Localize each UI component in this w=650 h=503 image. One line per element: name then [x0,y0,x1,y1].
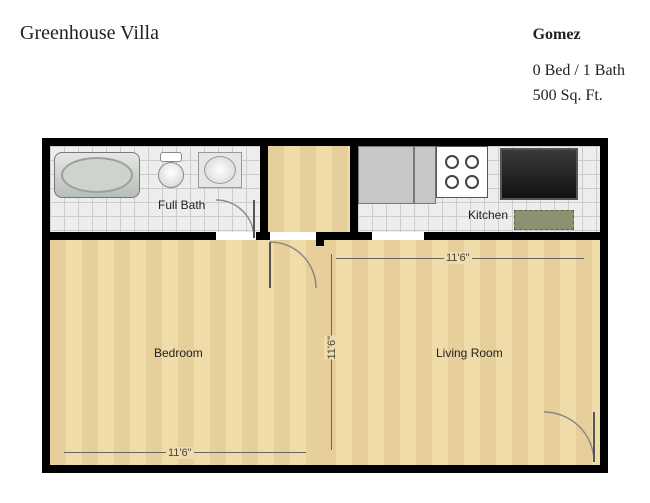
appliance-icon [500,148,578,200]
kitchen-counter-mid [414,146,436,204]
sink-icon [198,152,242,188]
door-kitchen [372,232,424,240]
door-arc-bedroom-icon [266,240,322,292]
dim-living-width-text: 11'6" [444,252,472,264]
unit-summary-sqft: 500 Sq. Ft. [533,83,625,109]
unit-summary-bedbath: 0 Bed / 1 Bath [533,58,625,84]
room-kitchen: Kitchen [358,146,600,232]
toilet-icon [154,152,188,192]
door-arc-entry-icon [540,408,598,466]
bathtub-icon [54,152,140,198]
dim-bedroom-width-text: 11'6" [166,447,194,459]
label-full-bath: Full Bath [158,198,205,212]
label-bedroom: Bedroom [154,346,203,360]
interior-wall-bath-closet [260,146,268,232]
interior-wall-closet-kitchen [350,146,358,240]
page: Greenhouse Villa Gomez 0 Bed / 1 Bath 50… [0,0,650,503]
floor-plan: Full Bath Kitchen Bedroom [42,138,608,473]
kitchen-counter-left [358,146,414,204]
label-living: Living Room [436,346,503,360]
room-closet [268,146,350,232]
label-kitchen: Kitchen [468,208,508,222]
stove-icon [436,146,488,198]
dim-main-height-text: 11'6" [324,336,340,360]
door-arc-bath-icon [200,194,256,240]
door-bedroom [270,232,316,240]
unit-name: Gomez [533,22,625,48]
property-title: Greenhouse Villa [20,22,159,45]
unit-info: Gomez 0 Bed / 1 Bath 500 Sq. Ft. [533,22,625,109]
interior-wall-horizontal [50,232,600,240]
kitchen-rug [514,210,574,230]
exterior-wall: Full Bath Kitchen Bedroom [42,138,608,473]
